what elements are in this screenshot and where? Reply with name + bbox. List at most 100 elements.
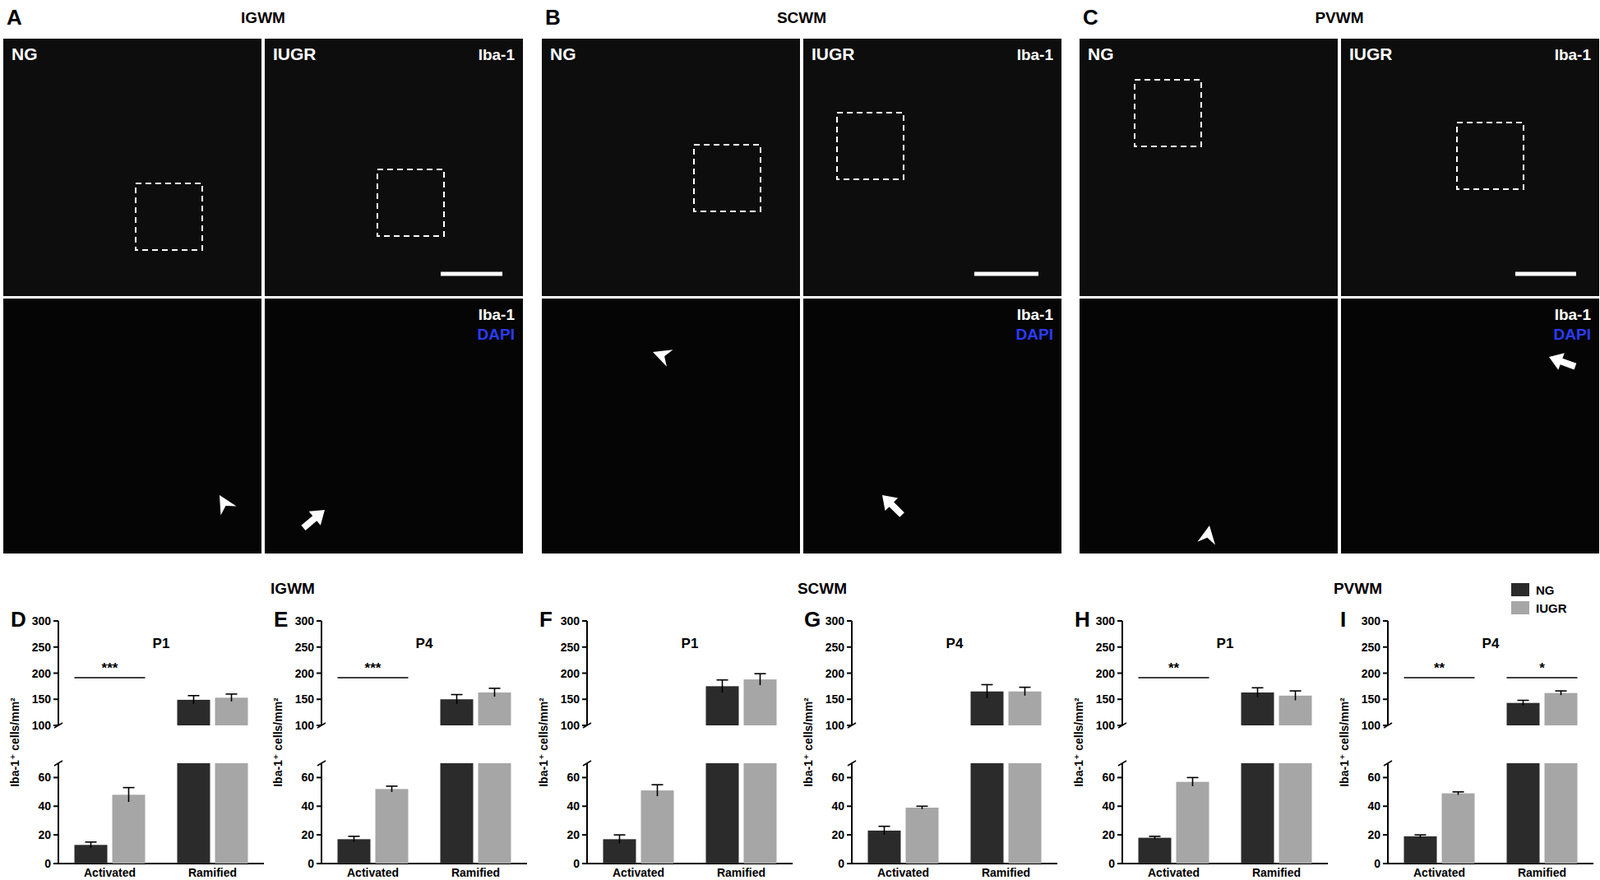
- error-line: [231, 693, 233, 702]
- y-tick-label: 100: [560, 718, 581, 732]
- y-tick: [316, 724, 322, 727]
- group-label: NG: [1087, 44, 1115, 64]
- error-line: [353, 836, 356, 842]
- error-cap: [652, 783, 664, 786]
- bar-upper: [1008, 691, 1042, 726]
- significance-bracket: [74, 676, 146, 679]
- chart-title: P4: [416, 635, 434, 652]
- bar-lower: [1279, 763, 1313, 864]
- error-cap: [614, 833, 626, 836]
- bar-lower: [440, 763, 474, 864]
- bars-lower: [868, 763, 1042, 864]
- error-line: [128, 787, 130, 802]
- error-line: [90, 841, 93, 848]
- bar-lower: [1176, 781, 1210, 864]
- y-tick: [53, 619, 59, 622]
- stain-label: Iba-1: [1554, 46, 1592, 64]
- y-tick-label: 200: [32, 666, 52, 680]
- y-tick-label: 100: [1361, 718, 1382, 732]
- y-tick: [53, 646, 59, 648]
- chart-group-title: SCWM: [797, 579, 847, 597]
- error-line: [986, 684, 989, 699]
- bar-lower: [1507, 763, 1540, 864]
- y-tick: [1382, 698, 1388, 700]
- y-tick-label: 20: [37, 827, 51, 842]
- y-tick-label: 0: [573, 856, 580, 870]
- error-cap: [716, 679, 729, 681]
- chart-title: P4: [1482, 635, 1500, 652]
- stain-label: Iba-1: [1554, 305, 1592, 324]
- chart-title: P1: [681, 635, 699, 652]
- y-tick-label: 0: [837, 856, 845, 870]
- y-tick-label: 20: [831, 827, 845, 842]
- y-tick: [316, 646, 322, 648]
- error-cap: [1019, 686, 1032, 689]
- error-cap: [1555, 689, 1568, 692]
- micrograph-overview: [264, 38, 523, 296]
- y-axis-label: Iba-1⁺ cells/mm²: [1337, 697, 1351, 787]
- x-tick-label: Activated: [1413, 865, 1466, 879]
- error-bar: [123, 787, 135, 802]
- bars-lower: [1138, 763, 1313, 864]
- error-cap: [916, 804, 929, 807]
- chart-title: P1: [152, 635, 171, 652]
- group-label: IUGR: [1349, 44, 1393, 64]
- y-tick-label: 300: [295, 614, 315, 628]
- axis-break: [1118, 760, 1127, 766]
- inset-box: [1134, 79, 1202, 147]
- y-tick: [53, 672, 59, 675]
- y-tick-label: 100: [295, 718, 315, 732]
- y-tick-label: 60: [831, 770, 845, 784]
- error-cap: [1415, 833, 1427, 836]
- y-tick: [316, 862, 322, 865]
- error-line: [656, 784, 659, 796]
- y-tick-label: 0: [307, 856, 315, 870]
- bars-upper: [1404, 690, 1578, 726]
- y-tick: [846, 776, 852, 778]
- error-bar: [1019, 687, 1032, 696]
- y-tick: [1382, 833, 1388, 836]
- inset-box: [693, 144, 761, 212]
- error-bar: [85, 841, 98, 848]
- error-cap: [123, 786, 135, 789]
- background: [0, 0, 1600, 880]
- bar-lower: [868, 830, 902, 864]
- y-tick: [316, 804, 322, 807]
- panel-letter: D: [10, 606, 27, 632]
- error-cap: [1517, 699, 1530, 702]
- y-tick: [316, 619, 322, 622]
- error-cap: [1252, 686, 1264, 689]
- error-cap: [85, 841, 98, 843]
- y-tick-label: 100: [32, 718, 52, 732]
- micrograph-zoom: [803, 298, 1062, 554]
- arrowhead: [1197, 523, 1218, 545]
- y-tick: [316, 776, 322, 778]
- axis-break: [582, 760, 592, 766]
- y-tick: [846, 862, 852, 865]
- bar-upper: [478, 692, 512, 726]
- y-tick-label: 60: [1367, 770, 1381, 784]
- bars-upper: [337, 688, 512, 726]
- error-cap: [188, 694, 200, 697]
- bars-upper: [1138, 687, 1313, 726]
- y-axis-label: Iba-1⁺ cells/mm²: [271, 697, 285, 787]
- micrograph-zoom: [1079, 298, 1338, 554]
- error-cap: [878, 825, 891, 828]
- y-tick: [846, 698, 852, 700]
- y-tick: [1117, 724, 1123, 727]
- y-tick-label: 40: [831, 799, 845, 813]
- bar-lower: [706, 763, 740, 864]
- bar-lower: [1241, 763, 1275, 864]
- y-tick-label: 300: [560, 614, 581, 628]
- x-tick-label: Ramified: [981, 865, 1031, 879]
- stain-label: Iba-1: [1017, 46, 1055, 64]
- axis-break: [54, 722, 63, 728]
- micrograph-zoom: [541, 298, 800, 554]
- y-tick: [53, 862, 59, 865]
- error-bar: [652, 784, 664, 796]
- error-bar: [489, 688, 501, 697]
- bar-lower: [1008, 763, 1042, 864]
- error-cap: [981, 684, 994, 686]
- bar-lower: [177, 763, 211, 864]
- error-line: [391, 786, 394, 792]
